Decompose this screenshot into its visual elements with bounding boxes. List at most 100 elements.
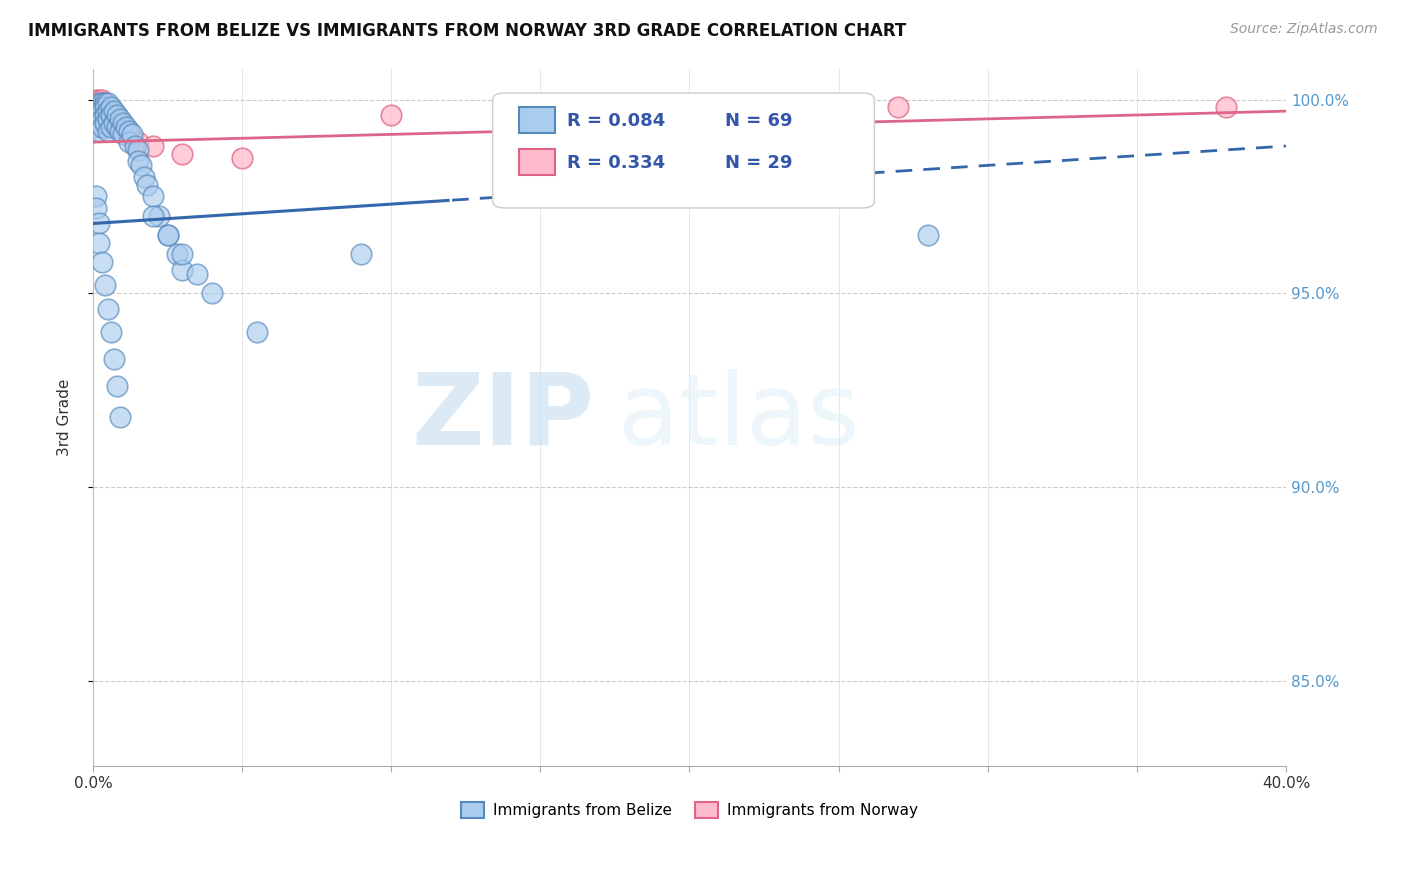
- Point: [94, 100, 117, 114]
- Point: [94, 96, 117, 111]
- Point: [111, 120, 134, 134]
- Point: [91, 96, 114, 111]
- Point: [84, 189, 107, 203]
- Y-axis label: 3rd Grade: 3rd Grade: [58, 378, 72, 456]
- Point: [84, 104, 107, 119]
- Point: [111, 116, 134, 130]
- Point: [103, 108, 125, 122]
- Point: [91, 112, 114, 126]
- Point: [172, 247, 194, 261]
- Point: [105, 112, 128, 126]
- Point: [114, 123, 136, 137]
- Point: [94, 116, 117, 130]
- Point: [87, 108, 110, 122]
- Text: IMMIGRANTS FROM BELIZE VS IMMIGRANTS FROM NORWAY 3RD GRADE CORRELATION CHART: IMMIGRANTS FROM BELIZE VS IMMIGRANTS FRO…: [28, 22, 907, 40]
- Point: [100, 112, 122, 126]
- Point: [87, 104, 110, 119]
- Point: [105, 379, 128, 393]
- Point: [91, 104, 114, 119]
- Point: [94, 278, 117, 293]
- Point: [148, 209, 170, 223]
- Point: [887, 100, 910, 114]
- Point: [186, 267, 208, 281]
- Point: [129, 158, 152, 172]
- Text: Source: ZipAtlas.com: Source: ZipAtlas.com: [1230, 22, 1378, 37]
- Point: [87, 96, 110, 111]
- Point: [127, 135, 149, 149]
- Point: [91, 255, 114, 269]
- Point: [97, 104, 120, 119]
- Point: [87, 235, 110, 250]
- Point: [94, 104, 117, 119]
- Point: [84, 100, 107, 114]
- Point: [84, 120, 107, 134]
- Point: [97, 108, 120, 122]
- Point: [111, 128, 134, 142]
- Point: [87, 96, 110, 111]
- Point: [84, 96, 107, 111]
- Point: [94, 96, 117, 111]
- Point: [1215, 100, 1237, 114]
- Text: N = 69: N = 69: [725, 112, 793, 130]
- Point: [84, 201, 107, 215]
- Point: [127, 143, 149, 157]
- Point: [103, 352, 125, 367]
- Point: [529, 104, 551, 119]
- Point: [91, 93, 114, 107]
- Point: [97, 112, 120, 126]
- Point: [94, 108, 117, 122]
- Point: [114, 120, 136, 134]
- Point: [84, 112, 107, 126]
- Point: [135, 178, 157, 192]
- Point: [100, 325, 122, 339]
- Text: atlas: atlas: [617, 368, 859, 466]
- Point: [103, 116, 125, 130]
- Point: [124, 139, 146, 153]
- Point: [142, 209, 165, 223]
- Point: [87, 217, 110, 231]
- Point: [100, 108, 122, 122]
- Point: [108, 410, 131, 425]
- Point: [127, 154, 149, 169]
- Point: [118, 123, 141, 137]
- Text: R = 0.084: R = 0.084: [567, 112, 665, 130]
- Point: [246, 325, 269, 339]
- Point: [121, 131, 143, 145]
- Point: [142, 189, 165, 203]
- Point: [380, 108, 402, 122]
- Point: [172, 146, 194, 161]
- Point: [87, 123, 110, 137]
- Point: [97, 100, 120, 114]
- Point: [84, 100, 107, 114]
- Point: [91, 96, 114, 111]
- Point: [84, 108, 107, 122]
- Point: [84, 93, 107, 107]
- Point: [350, 247, 373, 261]
- Point: [108, 123, 131, 137]
- Point: [87, 116, 110, 130]
- Point: [91, 100, 114, 114]
- Point: [166, 247, 188, 261]
- Point: [172, 263, 194, 277]
- FancyBboxPatch shape: [492, 93, 875, 208]
- Legend: Immigrants from Belize, Immigrants from Norway: Immigrants from Belize, Immigrants from …: [454, 797, 924, 824]
- Point: [105, 108, 128, 122]
- Point: [87, 100, 110, 114]
- Point: [91, 120, 114, 134]
- Point: [100, 104, 122, 119]
- FancyBboxPatch shape: [519, 149, 555, 175]
- Point: [156, 228, 179, 243]
- Point: [97, 123, 120, 137]
- Point: [87, 93, 110, 107]
- Point: [103, 104, 125, 119]
- Point: [97, 301, 120, 316]
- Point: [142, 139, 165, 153]
- Text: N = 29: N = 29: [725, 153, 793, 171]
- Point: [917, 228, 939, 243]
- Point: [108, 112, 131, 126]
- Point: [231, 151, 253, 165]
- Point: [132, 169, 155, 184]
- Point: [100, 100, 122, 114]
- Point: [118, 135, 141, 149]
- Point: [108, 116, 131, 130]
